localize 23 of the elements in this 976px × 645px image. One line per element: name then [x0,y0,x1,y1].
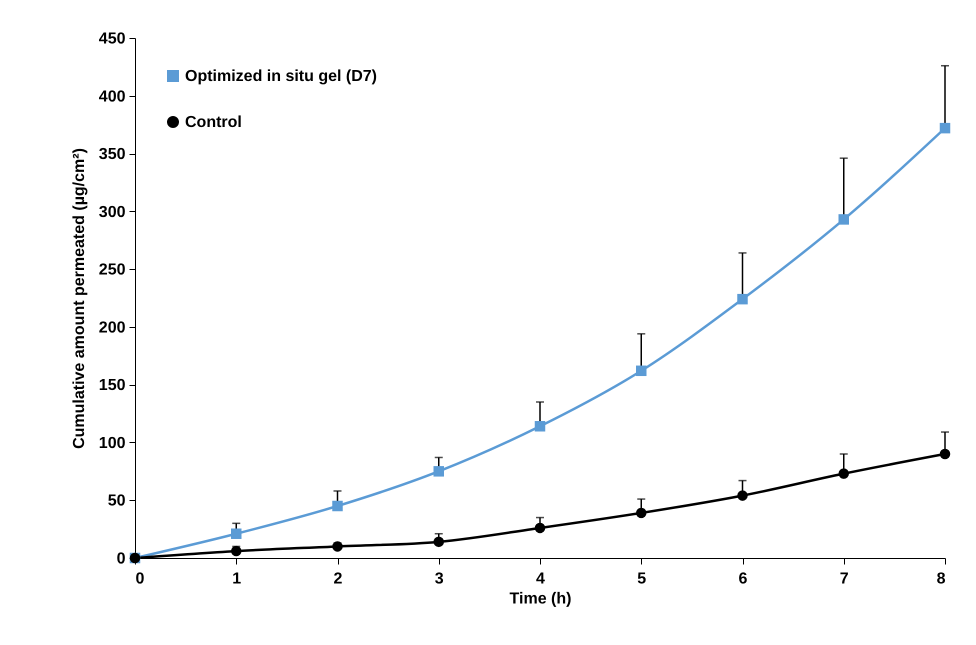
y-tick-label: 100 [98,434,126,452]
y-tick-label: 200 [98,319,126,336]
x-tick-label: 4 [536,570,546,588]
x-tick-label: 0 [136,570,144,588]
legend-label: Optimized in situ gel (D7) [185,68,378,85]
y-axis-title: Cumulative amount permeated (µg/cm²) [70,148,88,449]
y-tick-label: 150 [98,377,126,394]
x-tick-label: 2 [334,570,343,588]
x-tick-label: 5 [637,570,646,588]
x-axis-title: Time (h) [510,590,572,608]
y-tick-label: 300 [98,204,126,221]
y-tick-label: 50 [108,492,126,510]
x-tick-label: 8 [936,570,946,588]
legend-label: Control [185,114,242,131]
y-tick-label: 400 [98,88,126,106]
y-tick-label: 350 [98,146,126,164]
y-tick-label: 450 [98,30,126,48]
x-tick-label: 1 [232,570,242,588]
y-tick-label: 0 [116,550,126,568]
x-tick-label: 3 [434,570,444,588]
y-tick-label: 250 [98,262,126,279]
x-tick-label: 7 [840,570,849,588]
x-tick-label: 6 [738,570,748,588]
